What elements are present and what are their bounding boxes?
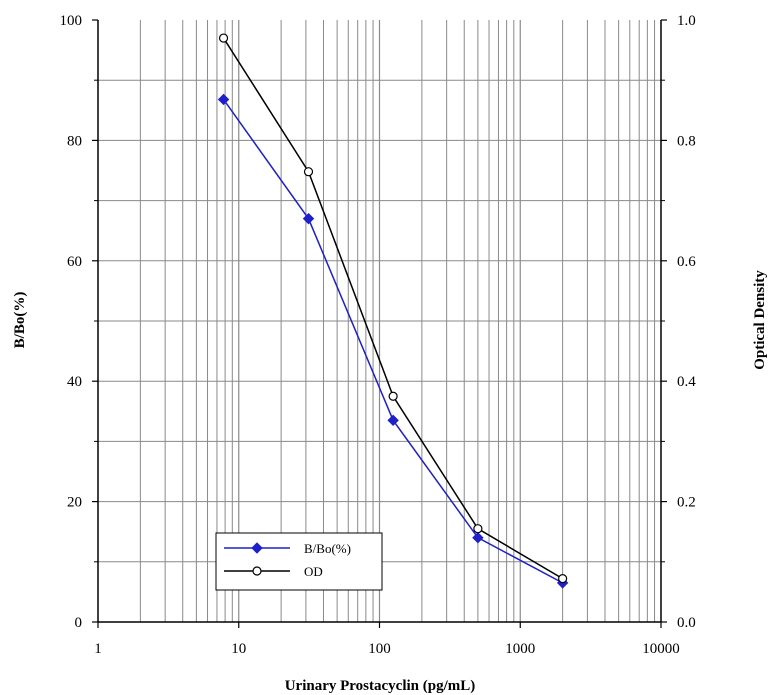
series-line-od <box>222 37 564 580</box>
y-right-tick-label: 0.8 <box>677 133 696 149</box>
y-axis-title-right: Optical Density <box>752 270 768 370</box>
x-tick-label: 10000 <box>642 641 680 657</box>
data-point-bbo <box>472 532 484 544</box>
legend-box <box>215 532 383 591</box>
x-tick-label: 10 <box>231 641 246 657</box>
y-left-tick-label: 0 <box>75 615 83 631</box>
legend-label-bbo: B/Bo(%) <box>304 541 351 556</box>
grid <box>98 20 661 622</box>
y-left-tick-label: 40 <box>67 374 82 390</box>
y-right-tick-label: 0.2 <box>677 495 696 511</box>
series-layer <box>217 33 569 589</box>
axes: 0 20 40 60 80 100 0.0 0.2 0.4 0.6 0.8 1.0 1 10 100 1000… <box>60 13 697 657</box>
data-point-od <box>303 167 314 177</box>
data-point-bbo <box>217 93 230 106</box>
legend: B/Bo(%) OD <box>215 532 383 591</box>
y-right-tick-label: 0.4 <box>677 374 696 390</box>
data-point-od <box>218 33 229 43</box>
y-axis-title-left: B/Bo(%) <box>12 292 28 349</box>
y-left-tick-label: 100 <box>60 13 83 29</box>
x-tick-label: 100 <box>368 641 391 657</box>
y-left-tick-label: 80 <box>67 133 82 149</box>
legend-marker-bbo <box>251 542 263 554</box>
x-axis-title: Urinary Prostacyclin (pg/mL) <box>285 678 476 694</box>
data-point-od <box>558 574 568 584</box>
x-tick-label: 1000 <box>505 641 535 657</box>
y-left-tick-label: 20 <box>67 495 82 511</box>
legend-label-od: OD <box>304 564 323 579</box>
data-point-bbo <box>302 212 315 225</box>
data-point-bbo <box>387 414 399 427</box>
y-right-tick-label: 1.0 <box>677 13 696 29</box>
x-tick-label: 1 <box>94 641 102 657</box>
y-right-tick-label: 0.6 <box>677 254 696 270</box>
series-line-bbo <box>222 99 563 584</box>
y-left-tick-label: 60 <box>67 254 82 270</box>
y-right-tick-label: 0.0 <box>677 615 696 631</box>
data-point-od <box>473 524 483 534</box>
legend-marker-od <box>252 566 262 576</box>
data-point-od <box>388 391 398 401</box>
